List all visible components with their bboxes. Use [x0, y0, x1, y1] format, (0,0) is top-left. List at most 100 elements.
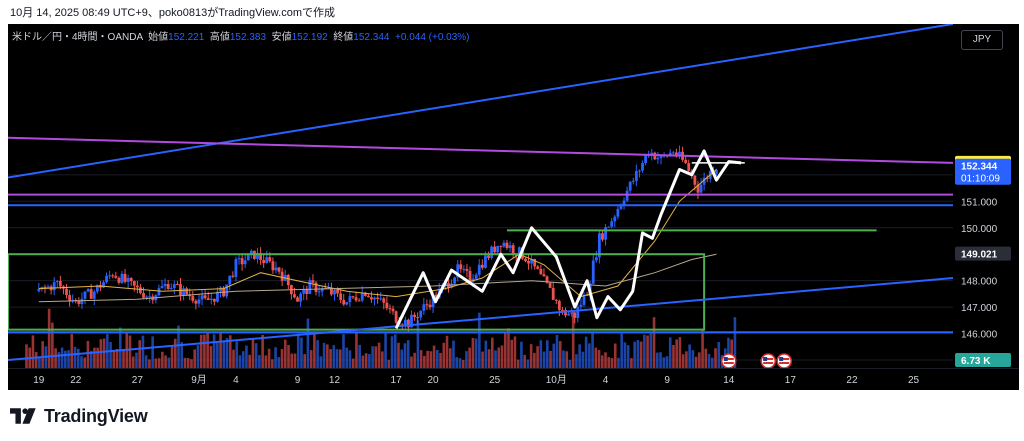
- volume-bar: [393, 334, 397, 368]
- volume-bar: [442, 342, 446, 368]
- candle: [302, 288, 306, 294]
- candle: [394, 311, 398, 323]
- zigzag-drawing: [394, 149, 742, 329]
- price-chart[interactable]: 152.000151.000150.000148.000147.000146.0…: [8, 24, 1019, 390]
- volume-bar: [578, 344, 581, 368]
- candle: [311, 280, 315, 283]
- volume-bar: [57, 352, 61, 368]
- volume-bar: [364, 353, 368, 368]
- candle: [487, 255, 490, 258]
- candle: [126, 277, 130, 282]
- candle: [684, 159, 688, 164]
- volume-bar: [177, 325, 180, 368]
- volume-bar: [190, 359, 193, 368]
- volume-bar: [516, 359, 520, 368]
- volume-bar: [283, 339, 287, 368]
- candle: [145, 296, 149, 298]
- candle: [517, 247, 521, 256]
- time-tick-label: 19: [33, 375, 45, 386]
- volume-bar: [135, 352, 138, 368]
- candle: [200, 295, 204, 300]
- volume-bar: [225, 338, 229, 368]
- volume-bar: [617, 357, 620, 368]
- volume-bar: [607, 357, 611, 368]
- volume-bar: [400, 349, 404, 368]
- candle: [705, 177, 709, 179]
- candle: [240, 258, 244, 265]
- candle: [638, 170, 641, 172]
- candle: [502, 242, 506, 247]
- economic-event-icon: [776, 353, 792, 369]
- price-tick-label: 147.000: [961, 303, 998, 314]
- candle: [370, 297, 373, 300]
- candle: [366, 295, 370, 298]
- volume-bar: [138, 340, 142, 368]
- volume-bar: [371, 346, 374, 368]
- chart-caption: 10月 14, 2025 08:49 UTC+9、poko0813がTradin…: [10, 7, 335, 19]
- candle: [702, 177, 706, 185]
- volume-bar: [448, 348, 452, 368]
- candle: [585, 294, 589, 296]
- candle: [715, 169, 718, 174]
- candle: [490, 246, 493, 258]
- candle: [163, 283, 167, 287]
- volume-bar: [183, 357, 187, 368]
- volume-bar: [652, 317, 656, 368]
- volume-bar: [423, 355, 426, 368]
- time-tick-label: 10月: [546, 374, 567, 386]
- candle: [468, 270, 472, 282]
- volume-bar: [685, 351, 688, 368]
- volume-bar: [668, 337, 672, 368]
- price-tick-label: 151.000: [961, 197, 998, 208]
- volume-bar: [141, 335, 145, 368]
- volume-bar: [455, 357, 459, 368]
- volume-bar: [290, 353, 294, 368]
- volume-bar: [678, 337, 682, 368]
- chart-area[interactable]: 152.000151.000150.000148.000147.000146.0…: [8, 24, 1019, 390]
- time-tick-label: 22: [846, 375, 858, 386]
- volume-bar: [277, 357, 281, 368]
- time-tick-label: 27: [132, 375, 144, 386]
- candle: [413, 314, 416, 318]
- volume-bar: [630, 358, 633, 368]
- candle: [668, 152, 672, 156]
- candle: [249, 250, 253, 254]
- volume-bar: [232, 349, 235, 368]
- volume-bar: [258, 355, 261, 368]
- volume-bar: [562, 350, 565, 368]
- candle: [339, 293, 343, 300]
- candle: [628, 181, 632, 191]
- candle: [212, 298, 216, 302]
- volume-bar: [86, 340, 90, 368]
- volume-bar: [374, 346, 378, 368]
- candle: [453, 277, 457, 284]
- candle: [576, 306, 580, 318]
- candle: [499, 245, 503, 247]
- symbol-label[interactable]: 米ドル／円・4時間・OANDA: [12, 32, 143, 43]
- candle: [480, 264, 484, 268]
- volume-bar: [542, 351, 546, 368]
- candle: [86, 289, 90, 292]
- volume-bar: [445, 335, 449, 368]
- candle: [477, 264, 481, 275]
- candle: [37, 289, 41, 292]
- volume-bar: [73, 346, 77, 368]
- candle: [225, 284, 229, 297]
- candle: [246, 253, 250, 261]
- candle: [557, 300, 561, 310]
- volume-bar: [710, 357, 714, 368]
- candle: [105, 275, 108, 283]
- tradingview-footer[interactable]: TradingView: [10, 404, 148, 428]
- candle: [357, 300, 361, 302]
- candle: [172, 284, 176, 288]
- volume-bar: [122, 349, 125, 368]
- currency-button[interactable]: JPY: [961, 30, 1003, 50]
- price-tag-label: 149.021: [961, 250, 998, 261]
- candle: [511, 245, 515, 254]
- volume-bar: [238, 355, 242, 368]
- candle: [80, 298, 84, 304]
- candle: [191, 296, 195, 301]
- candle: [554, 299, 558, 301]
- volume-bar: [326, 344, 329, 368]
- volume-bar: [248, 354, 251, 368]
